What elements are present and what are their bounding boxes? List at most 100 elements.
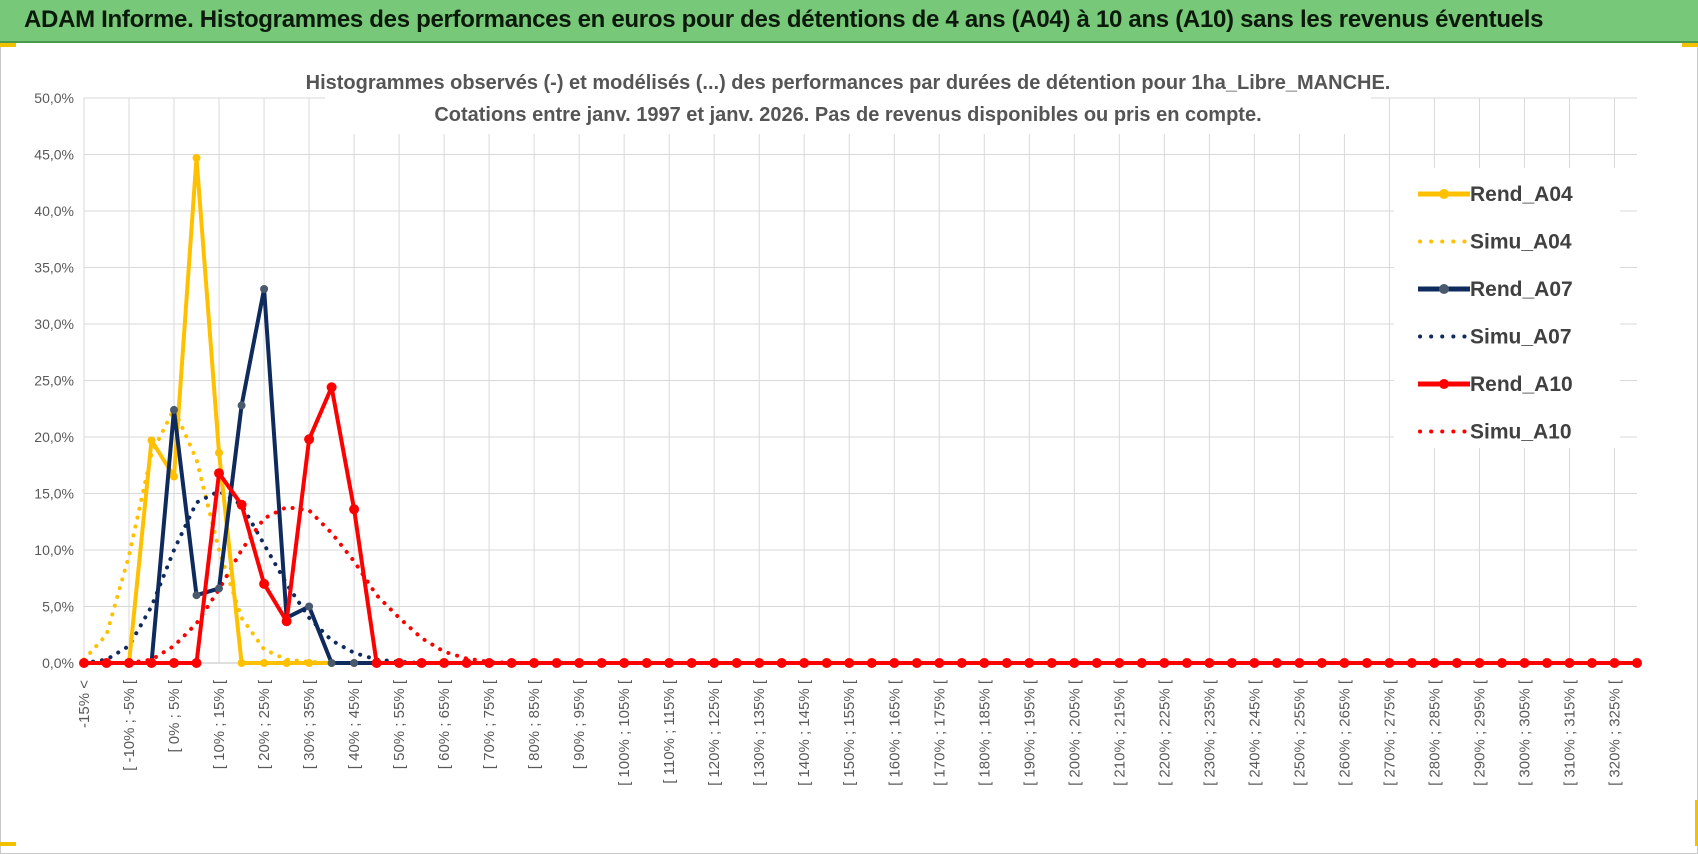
chart-subtitle: Cotations entre janv. 1997 et janv. 2026… [434, 104, 1261, 126]
x-tick-label: [ 90% ; 95% [ [571, 679, 588, 769]
series-rend-a10-point [1024, 658, 1035, 668]
series-rend-a10-point [281, 616, 292, 627]
y-tick-label: 45,0% [34, 147, 74, 163]
series-rend-a10-point [1339, 658, 1350, 668]
x-tick-label: [ 0% ; 5% [ [166, 679, 183, 752]
y-tick-label: 25,0% [34, 373, 74, 389]
x-tick-label: [ 100% ; 105% [ [616, 679, 633, 786]
legend-marker-rend-a10 [1439, 379, 1449, 389]
x-tick-label: [ 20% ; 25% [ [256, 679, 273, 769]
series-rend-a04-point [260, 659, 269, 667]
series-rend-a10-point [214, 468, 224, 479]
x-tick-label: [ 60% ; 65% [ [436, 679, 453, 769]
series-rend-a04-point [305, 659, 314, 667]
legend-label-rend-a07: Rend_A07 [1470, 278, 1573, 301]
legend-marker-rend-a07 [1439, 284, 1449, 294]
series-rend-a10-point [731, 658, 742, 668]
y-tick-label: 5,0% [42, 599, 74, 615]
x-tick-label: [ -10% ; -5% [ [121, 679, 138, 771]
series-rend-a04-point [215, 448, 223, 457]
series-rend-a10-point [1451, 658, 1462, 668]
series-rend-a10-point [1361, 658, 1372, 668]
x-tick-label: [ 210% ; 215% [ [1111, 679, 1128, 786]
x-tick-label: [ 190% ; 195% [ [1021, 679, 1038, 786]
y-tick-label: 20,0% [34, 429, 74, 445]
series-rend-a10-point [1406, 658, 1417, 668]
legend-background [1394, 168, 1620, 448]
x-tick-label: [ 170% ; 175% [ [931, 679, 948, 786]
series-rend-a10-point [1519, 658, 1530, 668]
series-rend-a07-point [260, 285, 269, 293]
series-rend-a10-point [551, 658, 562, 668]
legend-marker-rend-a04 [1439, 189, 1449, 199]
series-rend-a10-point [1226, 658, 1237, 668]
series-rend-a10-point [1069, 658, 1080, 668]
series-rend-a10-point [191, 658, 202, 668]
series-rend-a10-point [506, 658, 517, 668]
series-rend-a10-point [1046, 658, 1057, 668]
series-rend-a10-point [394, 658, 405, 668]
series-rend-a10-point [101, 658, 112, 668]
series-rend-a10-point [529, 658, 540, 668]
series-rend-a10-point [1564, 658, 1575, 668]
x-tick-label: [ 200% ; 205% [ [1066, 679, 1083, 786]
series-rend-a10-point [1429, 658, 1440, 668]
x-tick-label: [ 240% ; 245% [ [1246, 679, 1263, 786]
series-simu-a10-line [82, 505, 1639, 665]
series-rend-a10-line [84, 385, 1637, 665]
series-rend-a10-point [641, 658, 652, 668]
series-rend-a07-point [215, 584, 223, 593]
x-tick-label: [ 260% ; 265% [ [1336, 679, 1353, 786]
x-tick-label: [ 40% ; 45% [ [346, 679, 363, 769]
y-tick-label: 15,0% [34, 486, 74, 502]
series-rend-a10-point [664, 658, 675, 668]
x-tick-label: -15% < [76, 680, 93, 728]
corner-mark-bottom-right [1695, 800, 1698, 846]
series-rend-a04-point [237, 659, 246, 667]
series-rend-a10-point [754, 658, 765, 668]
series-rend-a04-point [170, 472, 178, 481]
x-tick-label: [ 230% ; 235% [ [1201, 679, 1218, 786]
series-rend-a10-point [866, 658, 877, 668]
report-title: ADAM Informe. Histogrammes des performan… [24, 6, 1544, 33]
series-rend-a10-point [844, 658, 855, 668]
x-tick-label: [ 80% ; 85% [ [526, 679, 543, 769]
series-rend-a10-point [709, 658, 720, 668]
x-tick-label: [ 300% ; 305% [ [1516, 679, 1533, 786]
series-rend-a10-point [461, 658, 472, 668]
corner-mark-top-left [0, 43, 16, 47]
legend-label-rend-a10: Rend_A10 [1470, 373, 1573, 396]
series-rend-a10-point [1204, 658, 1215, 668]
series-rend-a04-point [192, 153, 201, 162]
series-rend-a10-point [979, 658, 990, 668]
x-axis: -15% < [ -10% ; -5% [[ 0% ; 5% [[ 10% ; 1… [76, 679, 1623, 786]
legend-label-simu-a07: Simu_A07 [1470, 326, 1572, 349]
series-rend-a10-point [934, 658, 945, 668]
y-tick-label: 10,0% [34, 542, 74, 558]
x-tick-label: [ 270% ; 275% [ [1381, 679, 1398, 786]
chart-grid [83, 97, 1637, 664]
series-rend-a04-point [282, 659, 291, 667]
x-tick-label: [ 130% ; 135% [ [751, 679, 768, 786]
x-tick-label: [ 50% ; 55% [ [391, 679, 408, 769]
series-rend-a10-point [79, 658, 89, 668]
series-rend-a10-point [1114, 658, 1125, 668]
series-rend-a10-point [146, 658, 157, 668]
x-tick-label: [ 30% ; 35% [ [301, 679, 318, 769]
series-rend-a10-point [799, 658, 810, 668]
series-rend-a10-point [236, 499, 247, 510]
x-tick-label: [ 310% ; 315% [ [1561, 679, 1578, 786]
y-tick-label: 30,0% [34, 316, 74, 332]
x-tick-label: [ 320% ; 325% [ [1606, 679, 1623, 786]
series-rend-a10-point [574, 658, 585, 668]
series-rend-a10-point [1474, 658, 1485, 668]
series-rend-a10-point [304, 434, 315, 445]
series-rend-a10-point [1587, 658, 1597, 668]
series-rend-a10-point [169, 658, 179, 668]
series-rend-a10-point [956, 658, 967, 668]
series-rend-a07-point [170, 405, 178, 414]
y-tick-label: 50,0% [34, 90, 74, 106]
series-rend-a04-point [147, 436, 156, 445]
report-banner: ADAM Informe. Histogrammes des performan… [0, 0, 1698, 43]
